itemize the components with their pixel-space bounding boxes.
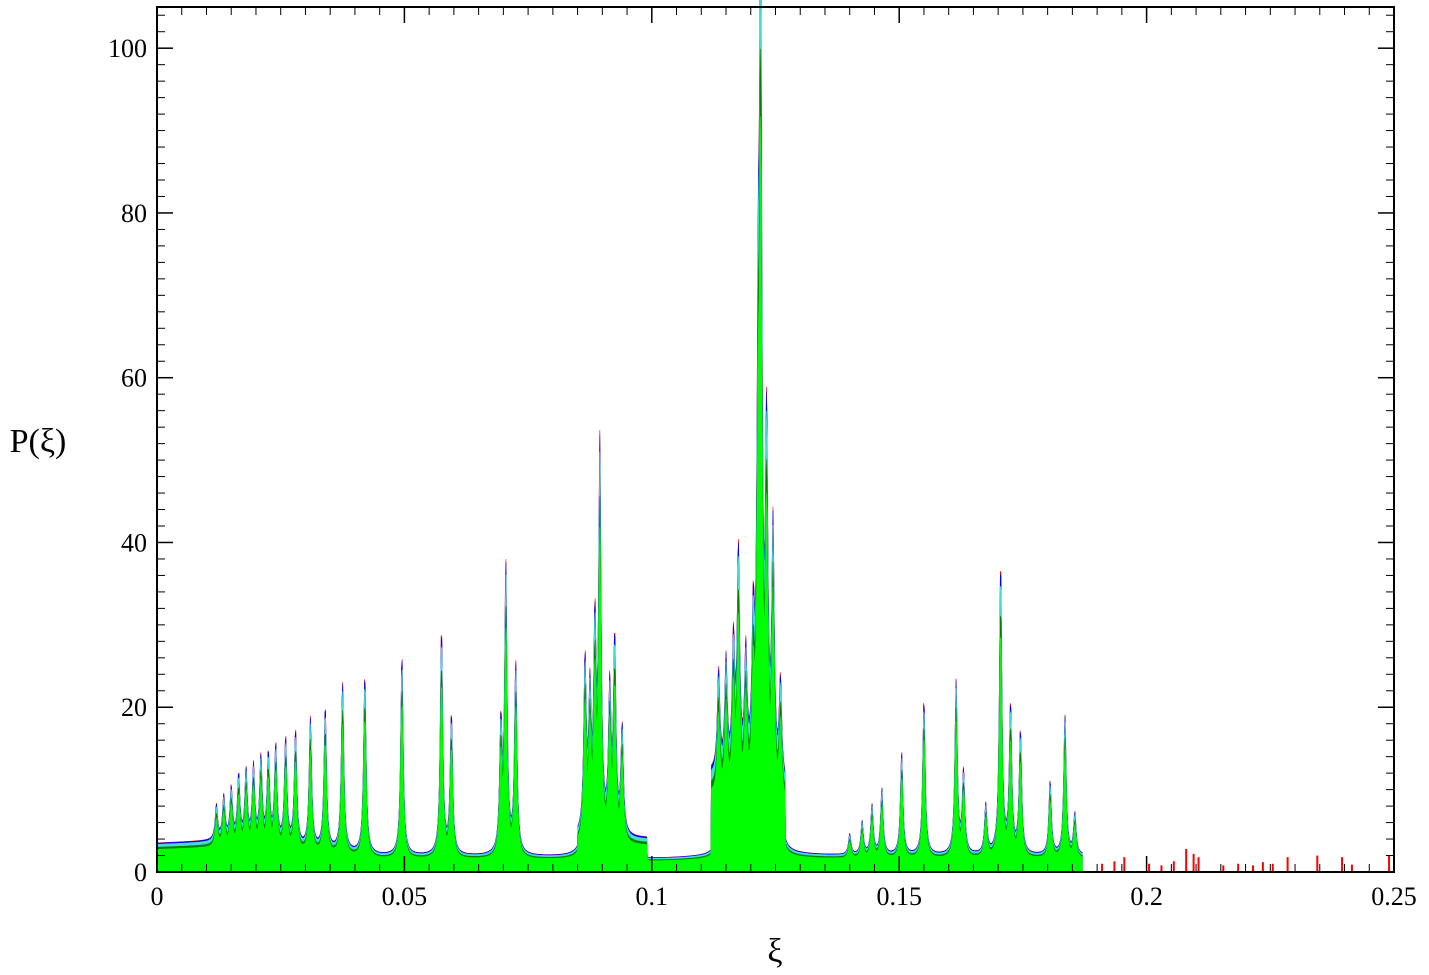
density-series-2: [156, 0, 1083, 873]
x-axis-label: ξ: [767, 933, 782, 970]
spike-layer: [1101, 848, 1391, 872]
x-tick-label: 0.05: [382, 882, 428, 911]
y-tick-label: 20: [121, 693, 147, 722]
y-tick-label: 60: [121, 364, 147, 393]
density-series-3: [156, 48, 1083, 873]
plot-frame: [156, 6, 1395, 873]
density-series-4: [156, 116, 1083, 873]
x-tick-label: 0.2: [1130, 882, 1163, 911]
y-tick-label: 80: [121, 199, 147, 228]
x-tick-label: 0.1: [636, 882, 669, 911]
y-axis-label: P(ξ): [10, 423, 67, 460]
y-tick-label: 40: [121, 528, 147, 557]
tick-layer: 0 0.05 0.1 0.15 0.2 0.25 0 20 40 60 80 100: [108, 7, 1417, 911]
x-tick-label: 0.25: [1371, 882, 1417, 911]
y-tick-label: 100: [108, 34, 147, 63]
x-tick-label: 0.15: [876, 882, 922, 911]
y-tick-label: 0: [134, 858, 147, 887]
area-layer: [156, 0, 1083, 873]
x-tick-label: 0: [151, 882, 164, 911]
